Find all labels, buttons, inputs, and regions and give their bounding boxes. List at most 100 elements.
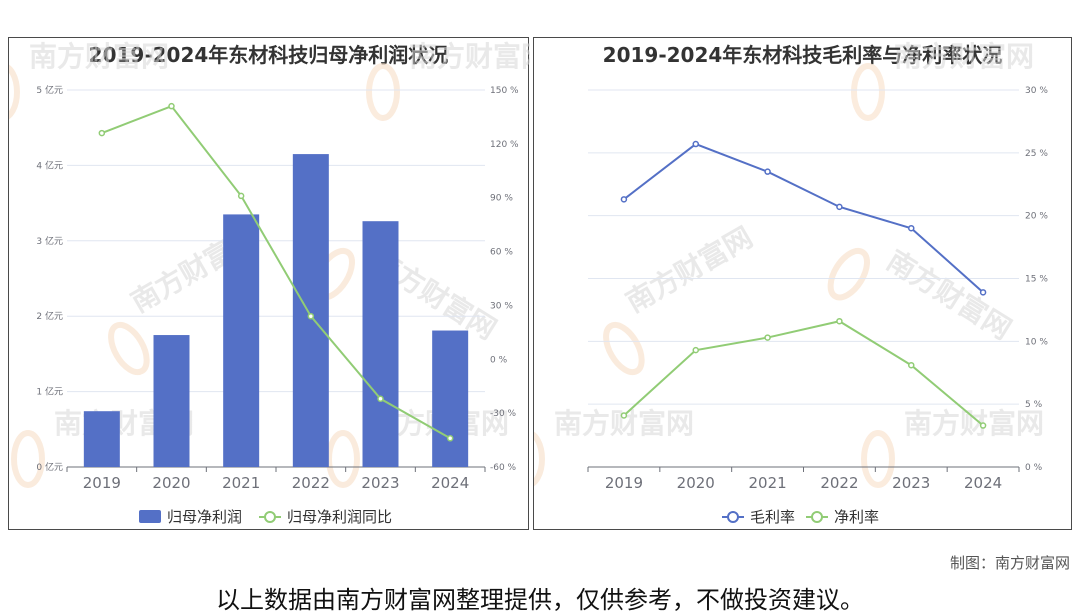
watermark-mark <box>827 247 870 301</box>
watermark-text: 南方财富网 <box>904 407 1044 440</box>
right-axis-tick: 0 % <box>490 355 508 365</box>
right-axis-tick: 150 % <box>490 86 519 96</box>
legend-label-net-profit-yoy: 归母净利润同比 <box>287 508 392 526</box>
x-axis-tick-label: 2019 <box>605 474 643 492</box>
point-series-0-2023 <box>908 224 915 232</box>
right-axis-tick: 25 % <box>1025 149 1048 159</box>
right-axis-tick: 20 % <box>1025 212 1048 222</box>
x-axis-tick-label: 2023 <box>361 474 399 492</box>
bar-net-profit-2019 <box>83 411 120 467</box>
x-axis-tick-label: 2024 <box>964 474 1002 492</box>
point-series-0-2024 <box>979 289 987 296</box>
legend-marker-net-margin <box>811 511 823 523</box>
watermark: 南方财富网 <box>326 407 509 488</box>
bar-net-profit-2022 <box>292 154 329 467</box>
watermark-mark <box>366 63 400 121</box>
chart-title-net-profit: 2019-2024年东材科技归母净利润状况 <box>88 43 449 67</box>
point-net-profit-yoy-2022 <box>307 312 315 320</box>
x-axis-tick-label: 2022 <box>292 474 330 492</box>
point-series-1-2021 <box>764 334 771 341</box>
point-series-0-2021 <box>764 168 771 175</box>
line-net-profit-yoy <box>101 104 451 440</box>
left-axis-tick: 0 亿元 <box>36 461 63 473</box>
right-axis-tick: 120 % <box>490 140 519 150</box>
point-series-0-2022 <box>836 203 843 211</box>
right-axis-tick: 90 % <box>490 194 513 204</box>
right-axis-tick: 30 % <box>1025 86 1048 96</box>
point-net-profit-yoy-2019 <box>98 129 106 137</box>
legend-label-net-margin: 净利率 <box>834 508 879 526</box>
x-axis-tick-label: 2021 <box>748 474 786 492</box>
watermark-mark <box>9 64 20 120</box>
x-axis-tick-label: 2020 <box>677 474 715 492</box>
x-axis-tick-label: 2020 <box>152 474 190 492</box>
watermark: 南方财富网 <box>9 40 169 120</box>
point-series-1-2024 <box>979 422 987 429</box>
bar-net-profit-2020 <box>153 335 190 467</box>
watermark: 南方财富网 <box>366 40 530 121</box>
right-axis-tick: 0 % <box>1025 463 1043 473</box>
chart-title-margins: 2019-2024年东材科技毛利率与净利率状况 <box>602 43 1003 67</box>
bar-net-profit-2024 <box>432 330 469 467</box>
right-axis-tick: 30 % <box>490 301 513 311</box>
chart-credit: 制图：南方财富网 <box>949 554 1070 572</box>
watermark-mark <box>108 321 150 376</box>
net-profit-chart: 南方财富网南方财富网南方财富网南方财富网南方财富网南方财富网0 亿元1 亿元2 … <box>9 40 530 526</box>
line-series-1 <box>623 320 984 427</box>
x-axis-tick-label: 2024 <box>431 474 469 492</box>
point-net-profit-yoy-2024 <box>446 435 454 442</box>
x-axis-tick-label: 2023 <box>892 474 930 492</box>
watermark-mark <box>326 430 360 488</box>
legend-swatch-net-profit <box>139 510 161 523</box>
watermark: 南方财富网 <box>603 220 758 376</box>
left-axis-tick: 5 亿元 <box>36 84 63 96</box>
legend-label-gross-margin: 毛利率 <box>750 508 795 526</box>
margin-chart-panel: 2019-2024年东材科技毛利率与净利率状况 南方财富网 南方财富网 南方财富网南… <box>533 37 1072 530</box>
point-series-1-2023 <box>908 361 915 369</box>
right-axis-tick: 60 % <box>490 248 513 258</box>
bar-net-profit-2023 <box>362 221 399 467</box>
point-series-1-2019 <box>620 412 628 419</box>
bar-net-profit-2021 <box>223 214 260 467</box>
watermark-mark <box>11 430 45 488</box>
point-net-profit-yoy-2023 <box>377 395 384 403</box>
watermark: 南方财富网 <box>827 244 1017 346</box>
legend-label-net-profit: 归母净利润 <box>167 508 242 526</box>
x-axis-tick-label: 2019 <box>83 474 121 492</box>
watermark-mark <box>534 431 545 487</box>
right-axis-tick: 5 % <box>1025 400 1043 410</box>
point-series-1-2020 <box>692 346 699 354</box>
watermark-mark <box>603 321 645 376</box>
point-net-profit-yoy-2021 <box>237 192 245 200</box>
legend-marker-net-profit-yoy <box>264 511 276 523</box>
point-series-1-2022 <box>836 317 843 325</box>
point-net-profit-yoy-2020 <box>168 102 175 110</box>
watermark-text: 南方财富网 <box>29 40 169 73</box>
x-axis-tick-label: 2022 <box>820 474 858 492</box>
watermark-text: 南方财富网 <box>620 220 758 319</box>
right-axis-tick: 15 % <box>1025 275 1048 285</box>
right-axis-tick: 10 % <box>1025 337 1048 347</box>
watermark-text: 南方财富网 <box>409 40 530 73</box>
right-axis-tick: -30 % <box>490 409 517 419</box>
x-axis-tick-label: 2021 <box>222 474 260 492</box>
left-axis-tick: 1 亿元 <box>36 386 63 398</box>
line-series-0 <box>623 142 984 294</box>
watermark-text: 南方财富网 <box>554 407 694 440</box>
right-axis-tick: -60 % <box>490 463 517 473</box>
watermark-mark <box>861 430 895 488</box>
watermark-mark <box>851 63 885 121</box>
net-profit-chart-panel: 2019-2024年东材科技归母净利润状况 南方财富网南方财富网南方财富网南方财… <box>8 37 530 530</box>
point-series-0-2019 <box>620 196 628 203</box>
watermark-text: 南方财富网 <box>881 244 1017 346</box>
watermark: 南方财富网 <box>312 244 502 346</box>
watermark-text: 南方财富网 <box>894 40 1034 73</box>
left-axis-tick: 3 亿元 <box>36 235 63 247</box>
disclaimer-text: 以上数据由南方财富网整理提供，仅供参考，不做投资建议。 <box>216 586 864 614</box>
left-axis-tick: 4 亿元 <box>36 159 63 171</box>
legend-marker-gross-margin <box>727 511 739 523</box>
watermark: 南方财富网 <box>861 407 1044 488</box>
point-series-0-2020 <box>692 140 699 148</box>
watermark: 南方财富网 <box>851 40 1034 121</box>
